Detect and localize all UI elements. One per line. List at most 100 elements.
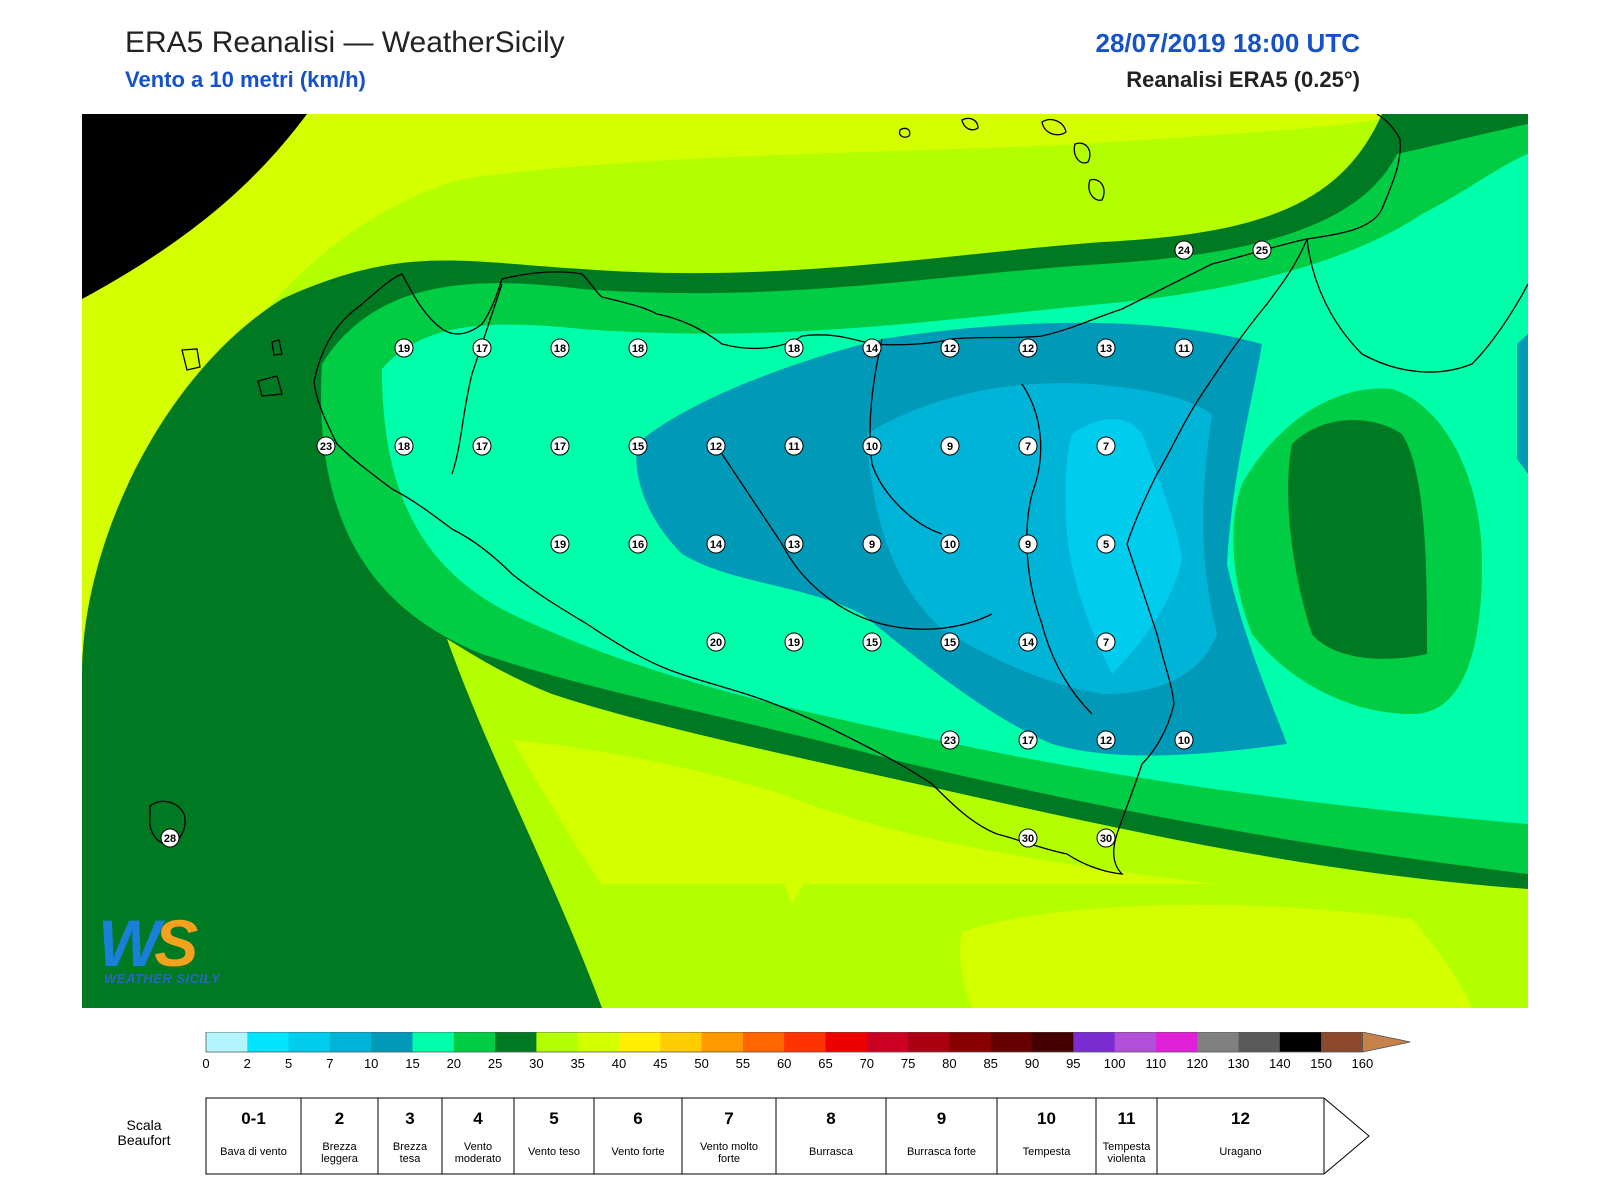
- station-value: 30: [1100, 833, 1112, 845]
- colorbar-bin: [412, 1032, 455, 1052]
- station-value: 15: [944, 637, 956, 649]
- colorbar-bin: [1032, 1032, 1074, 1052]
- station-circle: [862, 632, 882, 652]
- colorbar-tick-label: 120: [1186, 1056, 1208, 1071]
- station-circle: [628, 338, 648, 358]
- station-marker: 14: [1018, 632, 1038, 652]
- beaufort-description: Tempesta: [1023, 1146, 1072, 1158]
- station-marker: 25: [1252, 240, 1272, 260]
- station-value: 14: [866, 343, 879, 355]
- colorbar-bin: [701, 1032, 744, 1052]
- station-marker: 12: [1096, 730, 1116, 750]
- station-value: 12: [1022, 343, 1034, 355]
- station-marker: 18: [628, 338, 648, 358]
- model-resolution: Reanalisi ERA5 (0.25°): [1126, 67, 1360, 92]
- station-value: 13: [788, 539, 800, 551]
- station-circle: [784, 436, 804, 456]
- map-title: ERA5 Reanalisi — WeatherSicily: [125, 26, 565, 59]
- colorbar-tick-label: 95: [1066, 1056, 1080, 1071]
- colorbar-bin: [1073, 1032, 1116, 1052]
- colorbar-tick-label: 2: [244, 1056, 251, 1071]
- station-circle: [1174, 338, 1194, 358]
- station-marker: 7: [1096, 436, 1116, 456]
- station-circle: [784, 534, 804, 554]
- station-circle: [862, 436, 882, 456]
- station-circle: [1096, 534, 1116, 554]
- colorbar-bin: [908, 1032, 950, 1052]
- station-value: 15: [866, 637, 878, 649]
- colorbar-tick-label: 140: [1269, 1056, 1291, 1071]
- beaufort-number: 6: [633, 1109, 642, 1128]
- station-value: 16: [632, 539, 644, 551]
- station-marker: 30: [1096, 828, 1116, 848]
- station-marker: 30: [1018, 828, 1038, 848]
- station-marker: 13: [1096, 338, 1116, 358]
- colorbar-tick-label: 90: [1025, 1056, 1039, 1071]
- colorbar-tick-label: 110: [1146, 1056, 1167, 1071]
- station-value: 10: [944, 539, 956, 551]
- beaufort-title-line2: Beaufort: [118, 1132, 171, 1148]
- station-circle: [784, 632, 804, 652]
- map-subtitle: Vento a 10 metri (km/h): [125, 67, 366, 92]
- colorbar-bin: [949, 1032, 992, 1052]
- station-value: 9: [869, 539, 875, 551]
- colorbar-tick-label: 20: [447, 1056, 461, 1071]
- station-marker: 12: [706, 436, 726, 456]
- station-marker: 9: [862, 534, 882, 554]
- colorbar-tick-label: 25: [488, 1056, 502, 1071]
- station-circle: [316, 436, 336, 456]
- station-value: 18: [632, 343, 644, 355]
- beaufort-number: 4: [473, 1109, 483, 1128]
- station-marker: 10: [1174, 730, 1194, 750]
- station-marker: 17: [472, 338, 492, 358]
- beaufort-scale: Scala Beaufort 0-1 Bava di vento 2 Brezza le…: [118, 1097, 1370, 1175]
- station-value: 11: [1178, 343, 1190, 355]
- colorbar-tick-label: 0: [202, 1056, 209, 1071]
- station-marker: 17: [472, 436, 492, 456]
- station-value: 28: [164, 833, 176, 845]
- beaufort-number: 8: [826, 1109, 835, 1128]
- colorbar-tick-label: 45: [653, 1056, 667, 1071]
- beaufort-number: 3: [405, 1109, 414, 1128]
- beaufort-description: Tempesta violenta: [1103, 1141, 1152, 1165]
- station-marker: 18: [784, 338, 804, 358]
- station-circle: [1018, 730, 1038, 750]
- station-circle: [862, 338, 882, 358]
- station-circle: [940, 632, 960, 652]
- colorbar-tick-label: 160: [1352, 1056, 1374, 1071]
- station-markers: 19 17 18 18 18 14 12 12 13 11 23 18 17 17 15 12 11 10 9 7 7 1…: [160, 240, 1272, 848]
- station-circle: [940, 534, 960, 554]
- station-marker: 5: [1096, 534, 1116, 554]
- station-value: 25: [1256, 245, 1268, 257]
- field-10-east: [1517, 334, 1528, 474]
- logo-letter-s: S: [154, 906, 198, 980]
- station-marker: 18: [394, 436, 414, 456]
- station-circle: [784, 338, 804, 358]
- station-marker: 19: [784, 632, 804, 652]
- station-marker: 9: [940, 436, 960, 456]
- station-circle: [160, 828, 180, 848]
- logo-letters: WS: [98, 906, 198, 980]
- station-value: 23: [320, 441, 332, 453]
- colorbar-bin: [825, 1032, 868, 1052]
- station-marker: 10: [862, 436, 882, 456]
- station-circle: [1096, 338, 1116, 358]
- station-value: 10: [1178, 735, 1190, 747]
- colorbar-tick-label: 65: [818, 1056, 832, 1071]
- colorbar-bin: [288, 1032, 331, 1052]
- station-marker: 19: [394, 338, 414, 358]
- station-marker: 12: [940, 338, 960, 358]
- beaufort-number: 12: [1231, 1109, 1250, 1128]
- station-value: 12: [944, 343, 956, 355]
- station-marker: 10: [940, 534, 960, 554]
- station-value: 13: [1100, 343, 1112, 355]
- coastline-calabria: [1306, 114, 1528, 373]
- station-circle: [550, 534, 570, 554]
- colorbar-tick-label: 10: [364, 1056, 378, 1071]
- beaufort-number: 0-1: [241, 1109, 266, 1128]
- station-circle: [394, 338, 414, 358]
- station-value: 18: [554, 343, 566, 355]
- station-circle: [1096, 730, 1116, 750]
- station-value: 23: [944, 735, 956, 747]
- colorbar-tick-label: 50: [694, 1056, 708, 1071]
